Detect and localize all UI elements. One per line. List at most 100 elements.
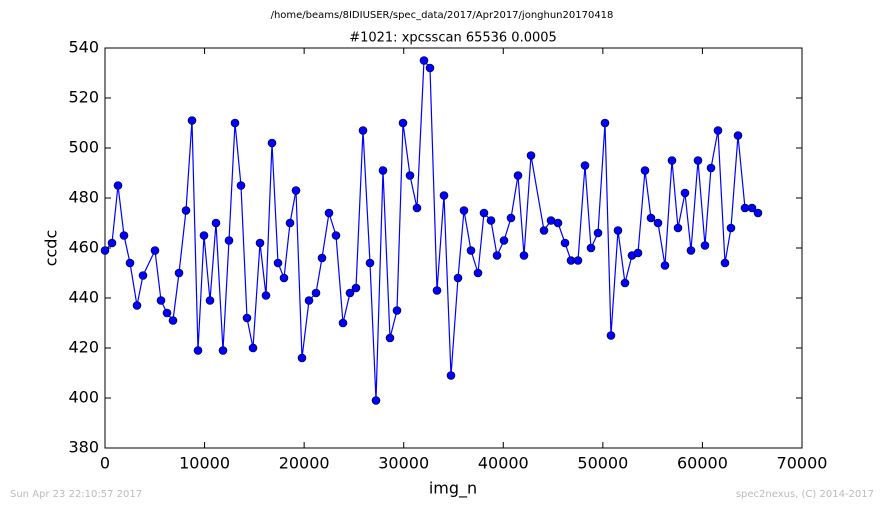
data-point [291, 186, 301, 195]
data-point [693, 156, 703, 165]
data-point [156, 296, 166, 305]
data-point [371, 396, 381, 405]
data-point [317, 253, 327, 263]
data-point [248, 343, 258, 353]
data-point [162, 308, 172, 318]
data-point [439, 191, 449, 200]
data-point [324, 208, 334, 218]
data-point [419, 56, 429, 65]
data-point [492, 251, 502, 260]
data-point [385, 333, 395, 343]
data-point [150, 246, 160, 255]
data-point [132, 301, 142, 310]
data-point [119, 231, 129, 240]
data-point [713, 126, 723, 135]
data-point [560, 238, 570, 248]
data-point [667, 156, 677, 165]
y-tick-label: 420 [68, 338, 99, 357]
data-point [107, 238, 117, 248]
data-point [285, 218, 295, 228]
data-point [539, 226, 549, 235]
data-point [706, 163, 716, 173]
data-point [261, 291, 271, 300]
x-tick-label: 70000 [777, 454, 828, 473]
data-point [273, 258, 283, 268]
data-point [125, 258, 135, 268]
data-point [187, 116, 197, 125]
data-point [351, 283, 361, 293]
x-tick-label: 50000 [577, 454, 628, 473]
data-point [181, 206, 191, 215]
data-point [425, 63, 435, 73]
plot-frame [104, 47, 803, 449]
data-point [205, 296, 215, 305]
data-point [466, 246, 476, 255]
data-point [211, 218, 221, 228]
data-point [506, 213, 516, 223]
x-tick-label: 40000 [478, 454, 529, 473]
data-point [432, 286, 442, 295]
y-tick-label: 540 [68, 38, 99, 57]
x-tick-label: 30000 [378, 454, 429, 473]
data-point [230, 118, 240, 128]
data-point [686, 246, 696, 255]
data-point [553, 218, 563, 228]
data-point [573, 256, 583, 265]
data-point [279, 273, 289, 283]
data-point [168, 316, 178, 325]
data-point [297, 353, 307, 363]
x-tick-label: 20000 [279, 454, 330, 473]
data-point [606, 331, 616, 340]
y-tick-label: 520 [68, 88, 99, 107]
data-point [459, 206, 469, 215]
chart-title: #1021: xpcsscan 65536 0.0005 [349, 31, 557, 46]
data-point [199, 231, 209, 240]
data-point [479, 208, 489, 218]
data-point [586, 243, 596, 253]
data-point [138, 271, 148, 280]
data-point [747, 203, 757, 213]
data-point [398, 118, 408, 128]
data-point [720, 258, 730, 268]
x-axis-label: img_n [429, 479, 477, 499]
data-point [473, 268, 483, 278]
data-point [753, 208, 763, 218]
y-tick-label: 400 [68, 388, 99, 407]
y-tick-label: 460 [68, 238, 99, 257]
data-point [345, 288, 355, 298]
data-point [640, 166, 650, 175]
data-point [446, 371, 456, 380]
data-point [453, 273, 463, 283]
data-point [365, 258, 375, 268]
y-tick-label: 500 [68, 138, 99, 157]
data-point [513, 171, 523, 180]
data-point [486, 216, 496, 225]
data-point [378, 166, 388, 175]
data-point [405, 171, 415, 180]
data-point [218, 346, 228, 355]
data-point [700, 241, 710, 250]
data-point [620, 278, 630, 288]
data-point [358, 126, 368, 135]
data-point [236, 181, 246, 190]
data-point [526, 151, 536, 160]
data-point [653, 218, 663, 228]
data-point [242, 313, 252, 323]
data-point [499, 236, 509, 245]
x-tick-label: 10000 [179, 454, 230, 473]
data-point [392, 306, 402, 315]
x-tick-label: 60000 [677, 454, 728, 473]
data-line [104, 58, 759, 401]
data-point [519, 251, 529, 260]
y-axis-label: ccdc [42, 230, 61, 267]
data-point [338, 318, 348, 328]
data-point [224, 236, 234, 245]
data-point [593, 228, 603, 238]
data-point [311, 288, 321, 298]
data-point [673, 223, 683, 233]
data-point [304, 296, 314, 305]
data-point [613, 226, 623, 235]
data-point [193, 346, 203, 355]
footer-credit: spec2nexus, (C) 2014-2017 [736, 489, 874, 500]
